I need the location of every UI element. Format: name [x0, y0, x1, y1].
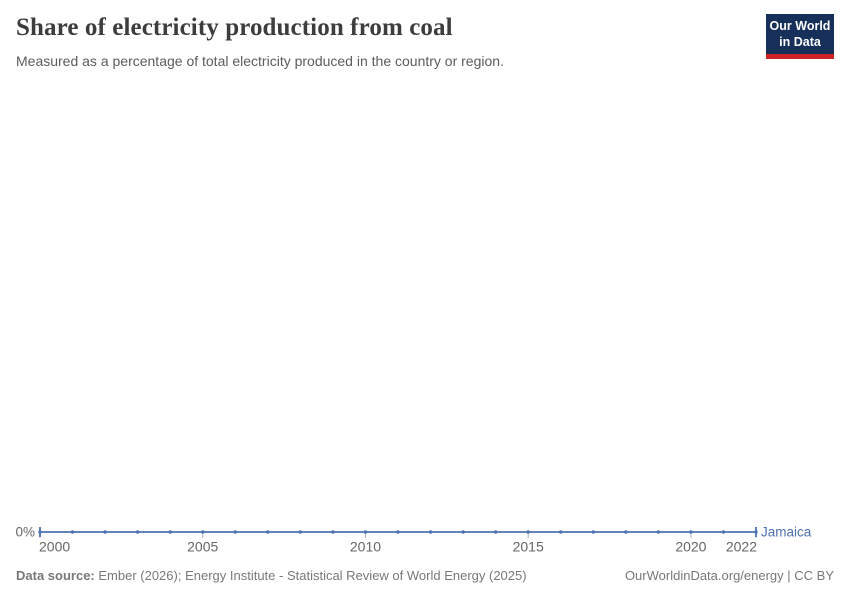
data-point-2014	[493, 530, 498, 534]
data-point-2017	[591, 530, 595, 534]
x-tick-label-2010: 2010	[350, 539, 381, 555]
chart-subtitle: Measured as a percentage of total electr…	[16, 53, 504, 69]
x-tick-label-2005: 2005	[187, 539, 218, 555]
data-point-2019	[656, 530, 661, 534]
data-point-2004	[168, 530, 172, 534]
data-point-2003	[135, 530, 140, 534]
data-point-2001	[70, 530, 75, 534]
x-tick-label-2000: 2000	[39, 539, 70, 555]
y-tick-label-0pct: 0%	[15, 525, 35, 540]
data-point-2015	[526, 530, 530, 534]
data-point-2016	[559, 530, 563, 534]
x-tick-label-2015: 2015	[513, 539, 544, 555]
data-source-note: Data source: Ember (2026); Energy Instit…	[16, 568, 527, 583]
data-point-2005	[201, 530, 205, 534]
owid-logo[interactable]: Our World in Data	[766, 14, 834, 60]
data-point-2021	[721, 530, 726, 534]
data-point-2010	[363, 530, 368, 534]
data-source-label: Data source:	[16, 568, 95, 583]
data-point-2018	[624, 530, 628, 534]
owid-logo-line2: in Data	[779, 34, 821, 49]
data-point-2002	[103, 530, 107, 534]
x-tick-label-2022: 2022	[726, 539, 757, 555]
data-point-2009	[331, 530, 335, 534]
data-point-2007	[266, 530, 270, 534]
owid-url-license-link[interactable]: OurWorldinData.org/energy | CC BY	[624, 568, 834, 583]
data-point-2012	[428, 530, 433, 534]
owid-logo-line1: Our World	[769, 19, 831, 33]
chart-footer: Data source: Ember (2026); Energy Instit…	[16, 568, 834, 583]
data-point-2013	[461, 530, 465, 534]
data-source-text: Ember (2026); Energy Institute - Statist…	[94, 568, 527, 583]
data-point-2011	[396, 530, 400, 534]
x-tick-label-2020: 2020	[675, 539, 706, 555]
owid-logo-red-bar	[766, 54, 834, 60]
entity-label-jamaica[interactable]: Jamaica	[761, 525, 812, 540]
data-point-2008	[298, 530, 303, 534]
owid-logo-text: Our World in Data	[766, 14, 834, 55]
page-title: Share of electricity production from coa…	[16, 14, 453, 41]
data-point-2006	[233, 530, 237, 534]
data-point-2020	[689, 530, 693, 534]
